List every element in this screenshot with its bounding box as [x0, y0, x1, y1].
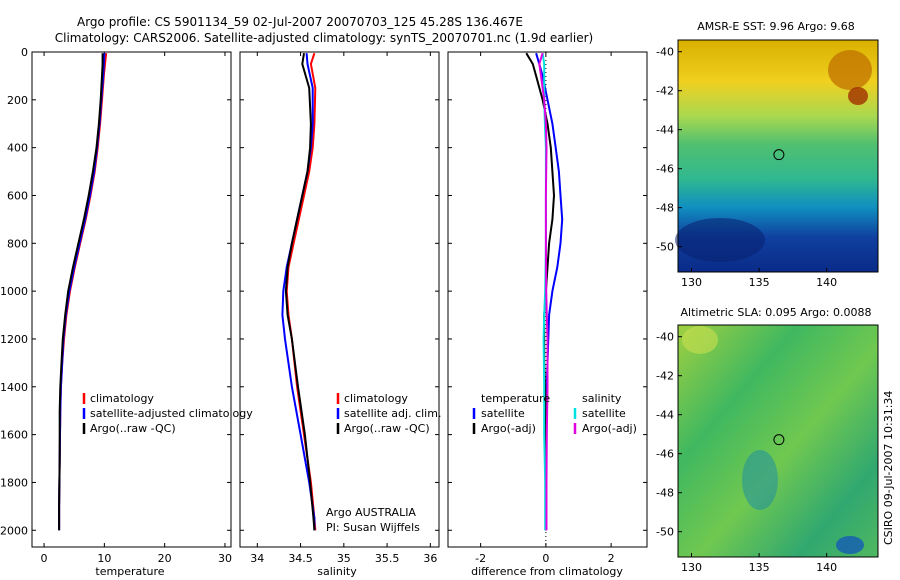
- sla-map-title: Altimetric SLA: 0.095 Argo: 0.0088: [680, 306, 871, 319]
- x-tick-label: 0: [542, 552, 549, 565]
- y-tick-label: 200: [7, 94, 28, 107]
- map-x-tick-label: 135: [749, 561, 770, 574]
- map-y-tick-label: -44: [656, 409, 674, 422]
- map-y-tick-label: -50: [656, 241, 674, 254]
- sla-low-patch: [742, 450, 778, 510]
- sst-map-frame: [677, 39, 879, 273]
- salinity-panel-frame: [239, 51, 440, 548]
- map-y-tick-label: -50: [656, 526, 674, 539]
- x-tick-label: 10: [97, 552, 111, 565]
- temperature-xlabel: temperature: [95, 565, 164, 578]
- sst-map-title: AMSR-E SST: 9.96 Argo: 9.68: [697, 20, 855, 33]
- x-tick-label: 0: [41, 552, 48, 565]
- x-tick-label: 20: [158, 552, 172, 565]
- y-tick-label: 1800: [0, 476, 28, 489]
- legend-argo-label: Argo(..raw -QC): [90, 422, 176, 435]
- legend-salinity-title: salinity: [582, 392, 622, 405]
- x-tick-label: 35.5: [375, 552, 400, 565]
- salinity-legend: climatology satellite adj. clim. Argo(..…: [326, 392, 441, 534]
- float-position-marker: [773, 434, 785, 446]
- map-y-tick-label: -48: [656, 487, 674, 500]
- sla-map-frame: [677, 324, 879, 558]
- map-y-tick-label: -40: [656, 331, 674, 344]
- y-tick-label: 1400: [0, 381, 28, 394]
- legend-climatology-label: climatology: [344, 392, 408, 405]
- temperature-axes: 0 200 400 600 800 1000 1200 1400 1600 1800 2000 0 10…: [0, 46, 232, 565]
- map-y-tick-label: -40: [656, 46, 674, 59]
- y-tick-label: 600: [7, 189, 28, 202]
- legend-temperature-title: temperature: [481, 392, 550, 405]
- map-y-tick-label: -42: [656, 370, 674, 383]
- legend-argo-label: Argo(..raw -QC): [344, 422, 430, 435]
- y-tick-label: 800: [7, 237, 28, 250]
- map-y-tick-label: -46: [656, 448, 674, 461]
- series-line-salinity-argo-adj: [538, 52, 549, 531]
- series-line-satellite-adjusted-climatology: [58, 53, 106, 531]
- series-line-argo-raw-qc: [284, 53, 316, 531]
- legend-temp-argo-label: Argo(-adj): [481, 422, 536, 435]
- y-tick-label: 1000: [0, 285, 28, 298]
- map-x-tick-label: 130: [681, 561, 702, 574]
- y-tick-label: 0: [21, 46, 28, 59]
- legend-satellite-label: satellite-adjusted climatology: [90, 407, 253, 420]
- map-y-tick-label: -44: [656, 124, 674, 137]
- map-x-tick-label: 140: [816, 276, 837, 289]
- float-position-marker: [773, 149, 785, 161]
- title-line-1: Argo profile: CS 5901134_59 02-Jul-2007 …: [77, 15, 523, 29]
- x-tick-label: 36: [423, 552, 437, 565]
- sst-warm-patch: [828, 50, 872, 90]
- x-tick-label: -2: [475, 552, 486, 565]
- series-line-temperature-satellite: [535, 52, 564, 531]
- difference-legend: temperature satellite Argo(-adj) salinit…: [472, 392, 637, 435]
- y-tick-label: 1600: [0, 429, 28, 442]
- legend-climatology-label: climatology: [90, 392, 154, 405]
- temperature-legend: climatology satellite-adjusted climatolo…: [82, 392, 253, 435]
- sst-warm-core: [848, 87, 868, 105]
- map-y-tick-label: -46: [656, 163, 674, 176]
- difference-panel-frame: [447, 51, 648, 548]
- map-y-tick-label: -48: [656, 202, 674, 215]
- y-tick-label: 2000: [0, 524, 28, 537]
- legend-sal-argo-label: Argo(-adj): [582, 422, 637, 435]
- sla-map-axes: 130 135 140 -40 -42 -44 -46 -48 -50: [656, 331, 837, 574]
- y-tick-label: 400: [7, 142, 28, 155]
- y-tick-label: 1200: [0, 333, 28, 346]
- x-tick-label: 34: [250, 552, 264, 565]
- difference-xlabel: difference from climatology: [471, 565, 623, 578]
- x-tick-label: 34.5: [288, 552, 313, 565]
- sla-map: [677, 324, 879, 558]
- series-line-temperature-argo-adj: [525, 52, 556, 531]
- map-x-tick-label: 130: [681, 276, 702, 289]
- sst-cold-patch: [675, 218, 765, 262]
- salinity-xlabel: salinity: [317, 565, 357, 578]
- legend-temp-satellite-label: satellite: [481, 407, 525, 420]
- x-tick-label: 2: [608, 552, 615, 565]
- sla-high-patch: [682, 326, 718, 354]
- map-y-tick-label: -42: [656, 85, 674, 98]
- sst-map: [675, 39, 879, 273]
- sla-low-corner: [836, 536, 864, 554]
- map-x-tick-label: 135: [749, 276, 770, 289]
- legend-satellite-label: satellite adj. clim.: [344, 407, 441, 420]
- map-x-tick-label: 140: [816, 561, 837, 574]
- series-line-argo-raw-qc: [58, 53, 104, 531]
- legend-sal-satellite-label: satellite: [582, 407, 626, 420]
- float-owner-note: Argo AUSTRALIA: [326, 506, 416, 519]
- csiro-timestamp: CSIRO 09-Jul-2007 10:31:34: [882, 391, 895, 545]
- x-tick-label: 35: [337, 552, 351, 565]
- float-pi-note: PI: Susan Wijffels: [326, 521, 420, 534]
- title-line-2: Climatology: CARS2006. Satellite-adjuste…: [55, 31, 593, 45]
- salinity-axes: 34 34.5 35 35.5 36: [240, 51, 439, 565]
- sla-field: [678, 325, 878, 557]
- x-tick-label: 30: [218, 552, 232, 565]
- difference-axes: -2 0 2: [448, 51, 647, 565]
- temperature-panel-frame: [31, 51, 232, 548]
- sst-map-axes: 130 135 140 -40 -42 -44 -46 -48 -50: [656, 46, 837, 289]
